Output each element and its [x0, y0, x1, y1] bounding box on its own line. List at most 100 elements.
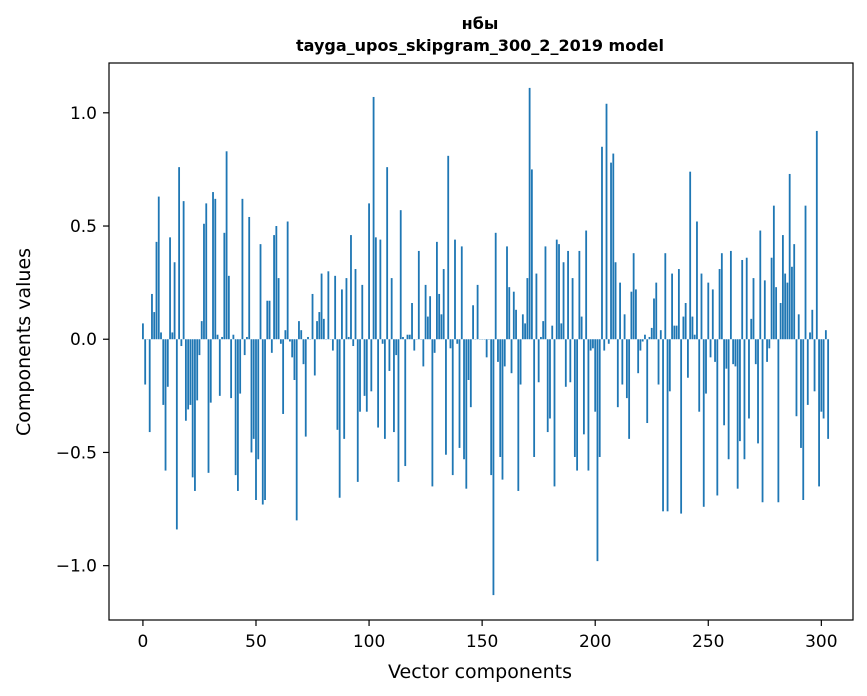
bar	[402, 336, 404, 340]
bar	[786, 282, 789, 340]
y-tick-label: −0.5	[56, 443, 97, 463]
bar	[725, 339, 728, 369]
bar	[551, 325, 554, 340]
bar	[445, 339, 447, 455]
bar	[752, 278, 755, 340]
bar	[630, 291, 633, 340]
bar	[576, 339, 579, 471]
bar	[709, 339, 712, 358]
bar	[646, 339, 649, 424]
bar	[345, 278, 348, 340]
bar	[530, 169, 533, 340]
bar	[223, 232, 226, 340]
bar	[610, 162, 612, 340]
bar	[151, 293, 153, 340]
bar	[467, 339, 470, 380]
bar	[361, 284, 364, 340]
bar	[820, 339, 823, 412]
bar	[341, 289, 343, 340]
bar	[625, 339, 628, 399]
y-axis-label: Components values	[13, 248, 35, 436]
bar	[619, 282, 621, 340]
bar	[429, 296, 432, 340]
bar	[347, 336, 350, 340]
bar	[763, 280, 766, 340]
bar	[212, 192, 214, 340]
bar	[582, 339, 585, 435]
bar	[230, 339, 233, 399]
bar	[270, 339, 273, 353]
bar	[311, 293, 314, 340]
x-tick-label: 300	[805, 632, 837, 652]
bar	[671, 273, 673, 340]
x-tick-label: 100	[353, 632, 385, 652]
bar	[546, 339, 549, 433]
bar	[761, 339, 764, 503]
bar	[359, 339, 361, 412]
bar	[169, 237, 171, 340]
bar	[512, 291, 515, 340]
bar	[424, 284, 427, 340]
bar	[246, 336, 248, 340]
bar	[524, 323, 526, 340]
bar	[404, 339, 407, 467]
bar	[302, 339, 305, 365]
bar	[289, 339, 291, 342]
bar	[797, 314, 800, 340]
bar	[237, 339, 239, 491]
bar	[166, 339, 169, 387]
bar	[284, 330, 287, 340]
bar	[218, 339, 221, 396]
bar	[659, 330, 662, 340]
bar	[745, 257, 748, 340]
bar	[227, 275, 230, 340]
bar	[777, 339, 780, 503]
bar	[569, 339, 572, 383]
bar	[372, 96, 375, 340]
bar	[607, 339, 610, 344]
bar	[499, 339, 502, 457]
bar	[696, 221, 698, 340]
bar	[182, 201, 185, 340]
bar	[732, 339, 735, 365]
bar	[241, 198, 244, 340]
bar	[433, 339, 436, 353]
bar	[381, 339, 384, 344]
bar	[155, 241, 158, 340]
bar	[334, 275, 337, 340]
bar	[465, 339, 468, 489]
bar	[727, 339, 730, 460]
bar	[526, 278, 529, 340]
bar	[578, 250, 581, 340]
bar	[259, 244, 262, 340]
bar	[469, 339, 472, 408]
bar	[194, 339, 196, 491]
bar	[370, 339, 373, 392]
bar	[273, 235, 275, 340]
bar	[144, 339, 147, 385]
bar	[456, 339, 459, 344]
bar	[255, 339, 257, 500]
bar	[628, 339, 631, 439]
bar	[275, 226, 278, 340]
bar	[331, 339, 334, 351]
bar	[327, 271, 330, 340]
bar	[757, 339, 759, 444]
bar	[492, 339, 495, 596]
bar	[316, 321, 318, 340]
bar	[508, 287, 511, 340]
bar	[680, 339, 683, 514]
bar	[555, 239, 558, 340]
bar	[413, 339, 416, 351]
x-axis-label: Vector components	[388, 661, 572, 683]
bar	[318, 312, 321, 340]
bar	[343, 339, 346, 439]
bar	[205, 203, 208, 340]
bar	[775, 287, 778, 340]
bar	[363, 339, 366, 396]
bar	[304, 339, 307, 437]
bar	[793, 244, 796, 340]
bar	[811, 309, 814, 340]
bar	[291, 339, 294, 358]
bar	[637, 339, 640, 374]
